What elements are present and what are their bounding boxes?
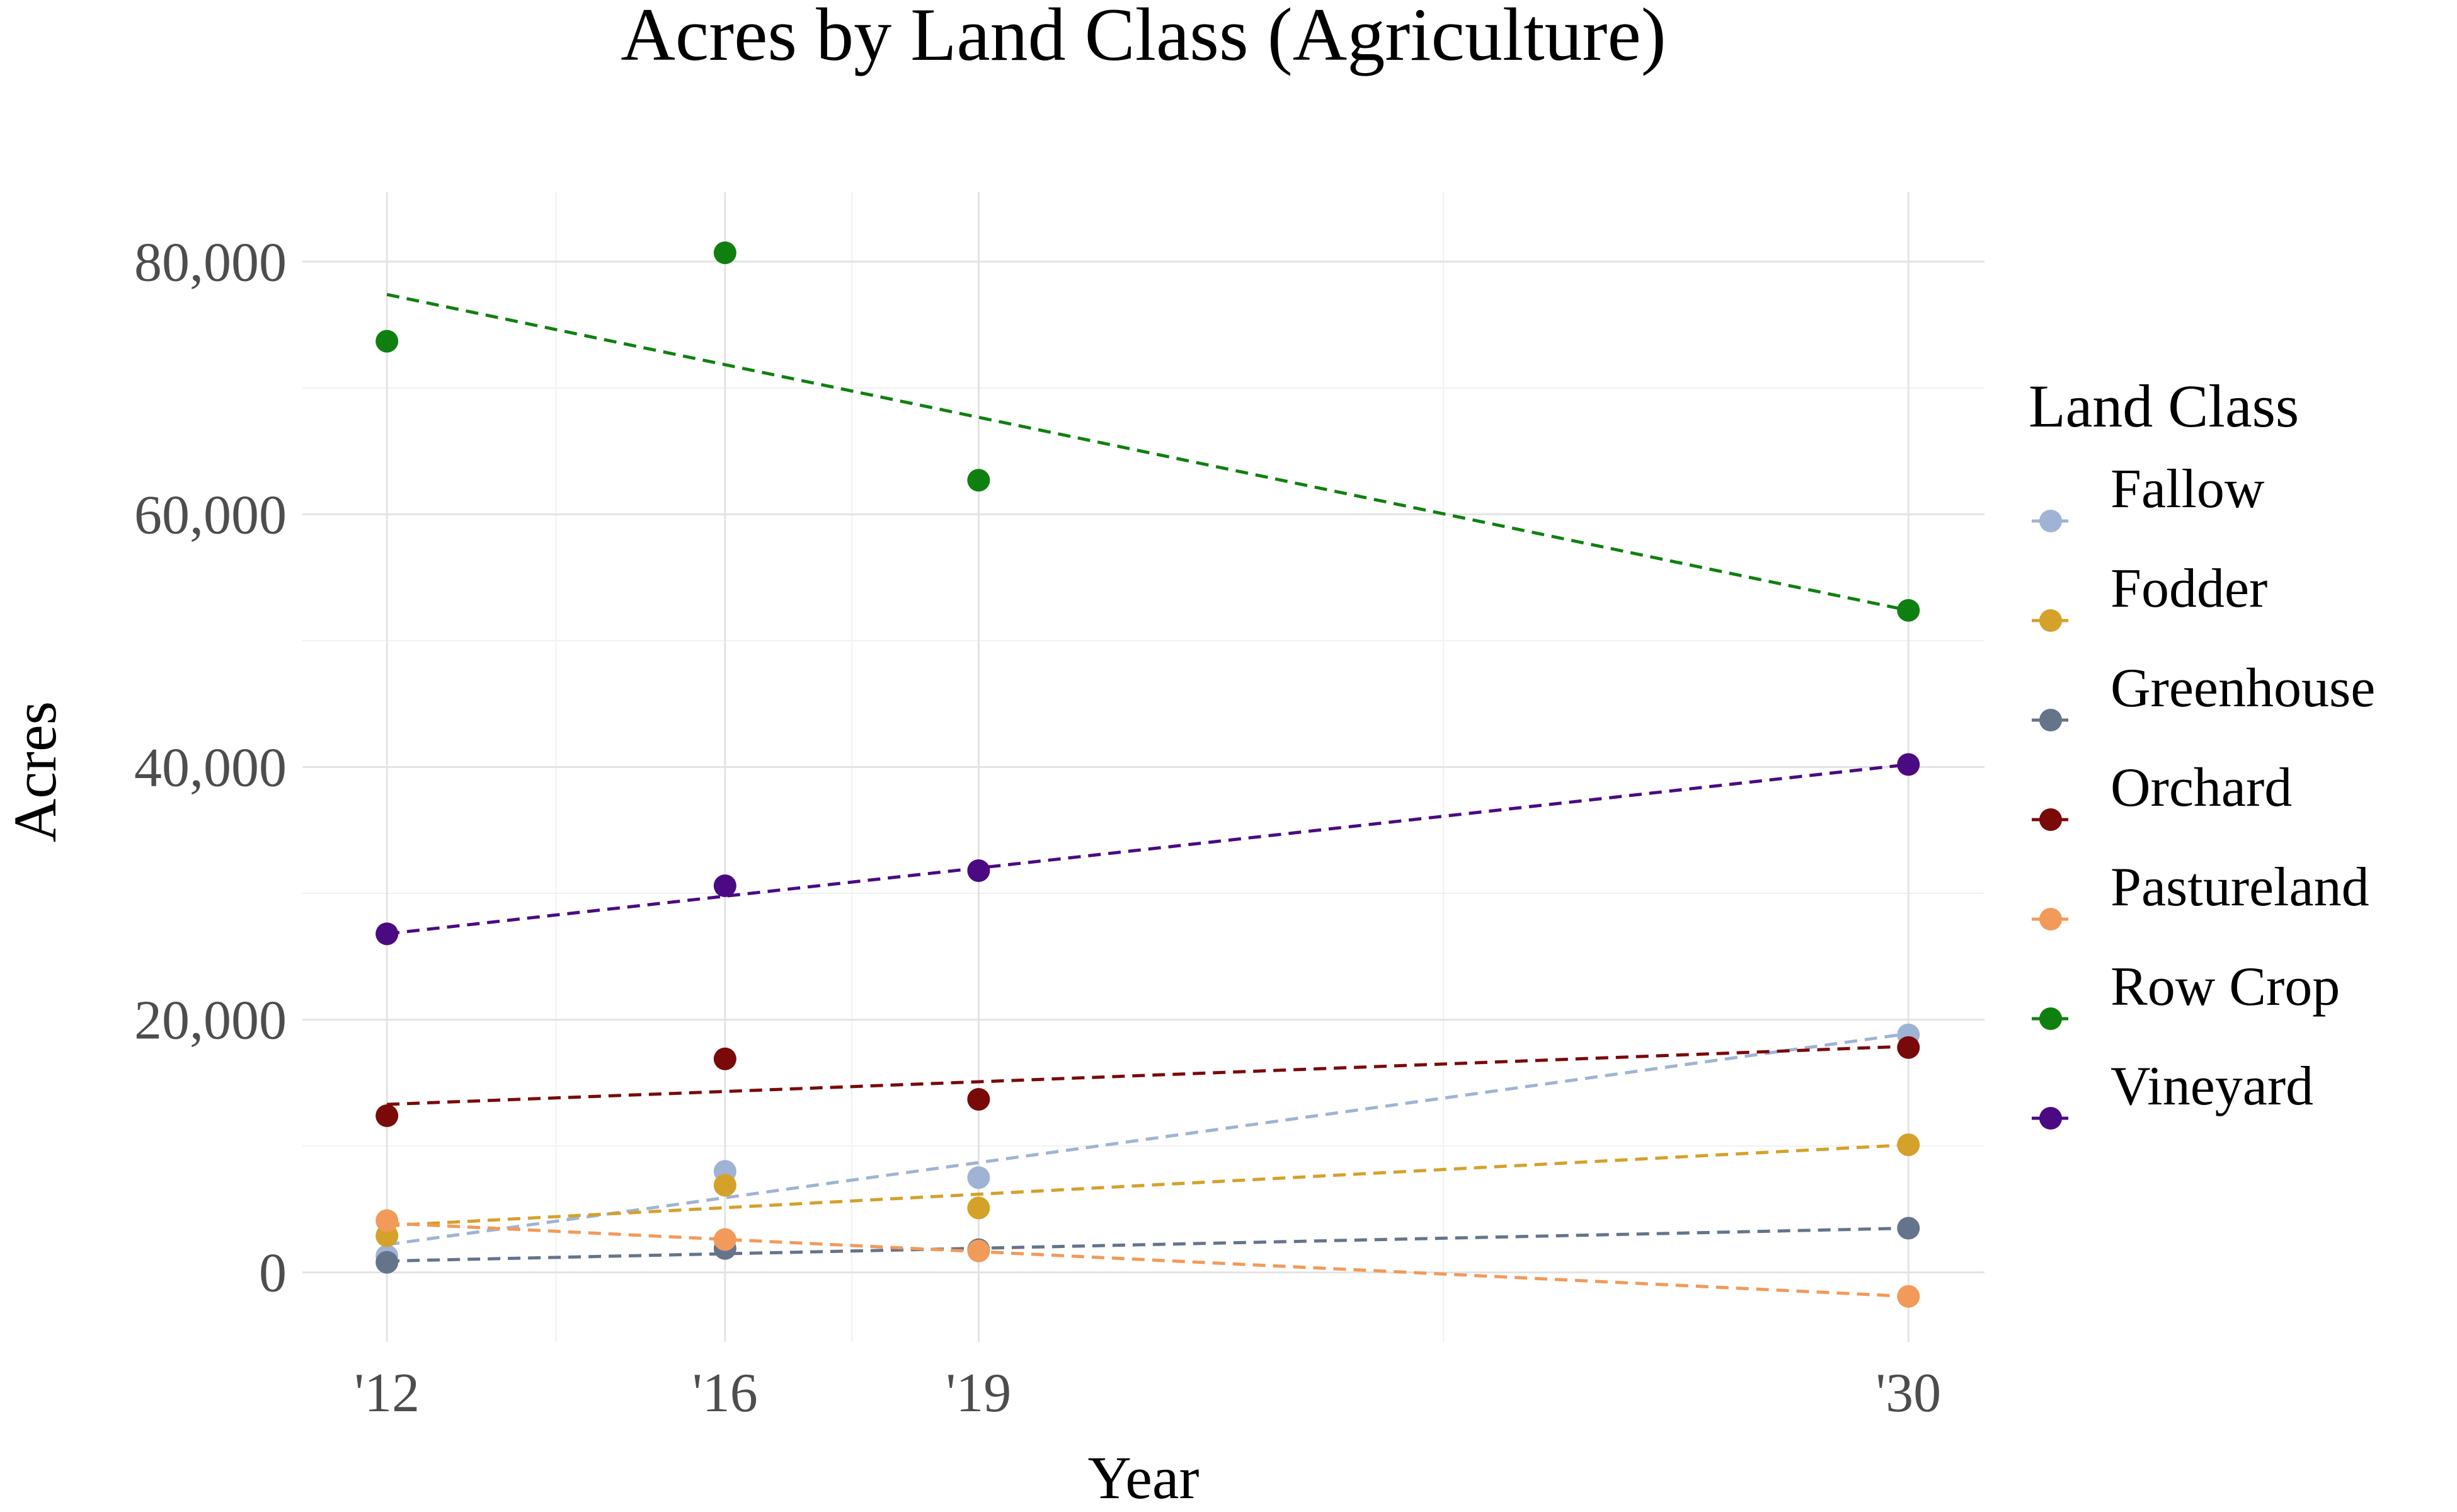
x-tick-label: '19 bbox=[946, 1363, 1011, 1424]
legend-key-point bbox=[2039, 609, 2062, 632]
legend-item-row-crop: Row Crop bbox=[2032, 956, 2340, 1030]
x-axis-title: Year bbox=[1088, 1444, 1200, 1511]
legend-key-point bbox=[2039, 709, 2062, 731]
legend-key-point bbox=[2039, 1107, 2062, 1130]
legend-label: Fallow bbox=[2110, 459, 2265, 520]
data-point-row-crop bbox=[375, 329, 399, 353]
data-point-row-crop bbox=[967, 469, 990, 492]
axes: 0 20,000 40,000 60,000 80,000 '12 '16 '19 '30 bbox=[134, 232, 1941, 1424]
legend-title: Land Class bbox=[2029, 372, 2299, 440]
legend-item-vineyard: Vineyard bbox=[2032, 1056, 2313, 1130]
trend-line-fodder bbox=[387, 1143, 1909, 1227]
data-point-orchard bbox=[1897, 1036, 1920, 1059]
data-point-row-crop bbox=[1897, 598, 1920, 622]
data-point-fodder bbox=[713, 1174, 736, 1197]
trend-lines bbox=[386, 292, 1909, 1298]
data-points bbox=[375, 241, 1920, 1308]
data-point-orchard bbox=[375, 1104, 399, 1128]
y-tick-label: 80,000 bbox=[134, 232, 287, 293]
data-point-pastureland bbox=[1897, 1285, 1920, 1308]
y-tick-label: 0 bbox=[259, 1243, 287, 1304]
data-point-vineyard bbox=[375, 922, 399, 946]
y-tick-label: 20,000 bbox=[134, 990, 287, 1051]
trend-line-orchard bbox=[387, 1045, 1909, 1106]
data-point-greenhouse bbox=[375, 1251, 399, 1274]
data-point-vineyard bbox=[967, 859, 990, 882]
data-point-pastureland bbox=[967, 1239, 990, 1263]
data-point-pastureland bbox=[713, 1228, 736, 1251]
legend-label: Pastureland bbox=[2110, 857, 2369, 918]
data-point-orchard bbox=[967, 1087, 990, 1111]
data-point-pastureland bbox=[375, 1209, 399, 1232]
legend-item-fallow: Fallow bbox=[2032, 459, 2265, 532]
data-point-vineyard bbox=[1897, 753, 1920, 776]
legend-item-fodder: Fodder bbox=[2032, 558, 2267, 632]
data-point-vineyard bbox=[713, 874, 736, 898]
legend-key-point bbox=[2039, 808, 2062, 831]
legend-item-orchard: Orchard bbox=[2032, 757, 2292, 831]
y-axis-title: Acres bbox=[1, 701, 69, 842]
legend-label: Vineyard bbox=[2110, 1056, 2313, 1117]
data-point-fodder bbox=[967, 1196, 990, 1220]
y-tick-label: 40,000 bbox=[134, 738, 287, 799]
trend-line-greenhouse bbox=[387, 1227, 1909, 1263]
y-tick-label: 60,000 bbox=[134, 484, 287, 546]
data-point-row-crop bbox=[713, 241, 736, 265]
legend-key-point bbox=[2039, 1007, 2062, 1030]
grid-layer bbox=[302, 192, 1984, 1342]
legend-label: Row Crop bbox=[2110, 956, 2340, 1017]
chart-title: Acres by Land Class (Agriculture) bbox=[621, 0, 1666, 76]
legend-label: Fodder bbox=[2110, 558, 2267, 619]
legend-key-point bbox=[2039, 908, 2062, 931]
trend-line-pastureland bbox=[387, 1221, 1909, 1298]
x-tick-label: '16 bbox=[692, 1363, 758, 1424]
data-point-fallow bbox=[967, 1166, 990, 1189]
legend-item-pastureland: Pastureland bbox=[2032, 857, 2369, 931]
data-point-orchard bbox=[713, 1047, 736, 1070]
trend-line-fallow bbox=[386, 1032, 1909, 1247]
data-point-fodder bbox=[1897, 1133, 1920, 1157]
legend-item-greenhouse: Greenhouse bbox=[2032, 658, 2375, 731]
legend-label: Greenhouse bbox=[2110, 658, 2375, 719]
x-tick-label: '30 bbox=[1876, 1363, 1941, 1424]
trend-line-row-crop bbox=[386, 292, 1909, 612]
trend-line-vineyard bbox=[386, 763, 1909, 936]
x-tick-label: '12 bbox=[354, 1363, 420, 1424]
legend-key-point bbox=[2039, 510, 2062, 532]
legend: Land Class Fallow Fodder Greenhouse Orchard… bbox=[2029, 372, 2375, 1130]
data-point-greenhouse bbox=[1897, 1217, 1920, 1240]
legend-label: Orchard bbox=[2110, 757, 2292, 818]
